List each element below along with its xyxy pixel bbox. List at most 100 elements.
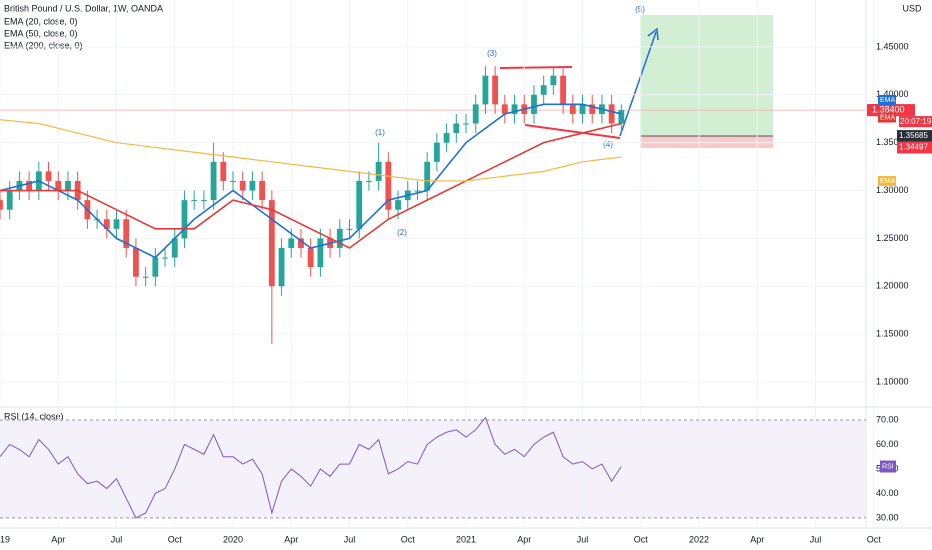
ema-tag: EMA xyxy=(880,114,896,121)
rsi-title: RSI (14, close) xyxy=(4,411,64,421)
axis-unit: USD xyxy=(902,3,922,13)
y-tick-label: 30.00 xyxy=(876,512,899,522)
candle-body xyxy=(259,180,266,201)
candle-body xyxy=(6,190,13,210)
candle-body xyxy=(0,200,3,210)
candle-body xyxy=(26,180,33,191)
ema-tag: EMA xyxy=(880,97,896,104)
candle-body xyxy=(123,219,130,248)
x-tick-label: Oct xyxy=(634,534,649,544)
stop-zone xyxy=(640,136,773,148)
y-tick-label: 1.25000 xyxy=(876,233,909,243)
candle-body xyxy=(249,180,256,191)
ema-tag-bg xyxy=(878,176,896,187)
rsi-line xyxy=(0,416,622,519)
candle-body xyxy=(443,133,450,143)
y-tick-label: 1.35000 xyxy=(876,137,909,147)
candle-body xyxy=(482,75,489,105)
candle-body xyxy=(171,238,178,258)
wave-label: (1) xyxy=(375,128,385,137)
trend-line xyxy=(499,66,573,69)
y-tick-label: 1.45000 xyxy=(876,41,909,51)
candle-body xyxy=(268,200,275,287)
candle-body xyxy=(453,123,460,134)
y-tick-label: 1.40000 xyxy=(876,89,909,99)
timer: 20:07:19 xyxy=(900,117,932,126)
candle-body xyxy=(210,161,217,201)
candle-body xyxy=(356,180,363,229)
ema-tag-bg xyxy=(878,112,896,123)
trend-line xyxy=(524,124,621,139)
wave-label: (5) xyxy=(635,5,645,14)
y-tick-label: 1.30000 xyxy=(876,185,909,195)
candle-body xyxy=(414,190,421,192)
timer-bg xyxy=(899,116,932,128)
candle-body xyxy=(560,75,567,105)
candle-body xyxy=(385,161,392,210)
candle-body xyxy=(220,161,227,181)
candle-body xyxy=(162,257,168,259)
candle-body xyxy=(200,200,207,202)
candle-body xyxy=(531,94,537,114)
rsi-tag: RSI xyxy=(882,463,894,470)
price-label-bg xyxy=(897,141,932,154)
chart-title: British Pound / U.S. Dollar, 1W, OANDA xyxy=(4,3,163,13)
candle-body xyxy=(569,104,576,114)
candle-body xyxy=(540,85,547,95)
y-tick-label: 1.20000 xyxy=(876,281,909,291)
x-tick-label: Oct xyxy=(867,534,882,544)
x-tick-label: Jul xyxy=(810,534,822,544)
candle-body xyxy=(298,238,304,248)
ema-line xyxy=(0,119,622,182)
rsi-tag-bg xyxy=(880,460,896,473)
y-tick-label: 1.10000 xyxy=(876,376,909,386)
legend-entry: EMA (20, close, 0) xyxy=(4,16,78,26)
candle-body xyxy=(589,104,596,114)
candle-body xyxy=(511,104,518,114)
wave-label: (3) xyxy=(487,49,497,58)
target-zone xyxy=(640,15,773,136)
price-label: 1.34497 xyxy=(899,143,928,152)
x-tick-label: 2020 xyxy=(223,534,243,544)
x-tick-label: 19 xyxy=(0,534,10,544)
legend-entry: EMA (200, close, 0) xyxy=(4,40,83,50)
candle-body xyxy=(230,180,236,182)
legend-entry: EMA (50, close, 0) xyxy=(4,28,78,38)
candle-body xyxy=(103,219,110,229)
x-tick-label: Jul xyxy=(577,534,589,544)
candle-body xyxy=(113,219,120,229)
y-tick-label: 1.15000 xyxy=(876,329,909,339)
candle-body xyxy=(45,171,52,181)
candle-body xyxy=(608,104,615,124)
ema-tag-bg xyxy=(878,94,896,105)
candle-body xyxy=(65,180,71,191)
candle-body xyxy=(550,75,557,86)
candle-body xyxy=(181,200,188,239)
x-tick-label: Apr xyxy=(284,534,298,544)
x-tick-label: Oct xyxy=(401,534,416,544)
candle-body xyxy=(579,104,586,114)
wave-label: (4) xyxy=(603,140,613,149)
candle-body xyxy=(278,247,285,287)
candle-body xyxy=(375,161,382,181)
x-tick-label: Oct xyxy=(168,534,183,544)
candle-body xyxy=(492,75,499,105)
x-tick-label: 2022 xyxy=(689,534,709,544)
ema-line xyxy=(0,122,622,249)
candle-body xyxy=(142,276,149,278)
price-label-bg xyxy=(897,130,932,143)
candle-body xyxy=(346,228,353,230)
candle-body xyxy=(424,161,431,191)
candle-body xyxy=(501,104,508,114)
x-tick-label: Apr xyxy=(51,534,65,544)
candle-body xyxy=(307,247,314,268)
candle-body xyxy=(239,180,246,191)
candle-body xyxy=(317,238,324,268)
candle-body xyxy=(463,123,469,125)
candle-body xyxy=(55,180,62,191)
ema-tag: EMA xyxy=(880,178,896,185)
candle-body xyxy=(191,200,198,202)
candle-body xyxy=(133,247,139,277)
wave-label: (2) xyxy=(397,228,407,237)
